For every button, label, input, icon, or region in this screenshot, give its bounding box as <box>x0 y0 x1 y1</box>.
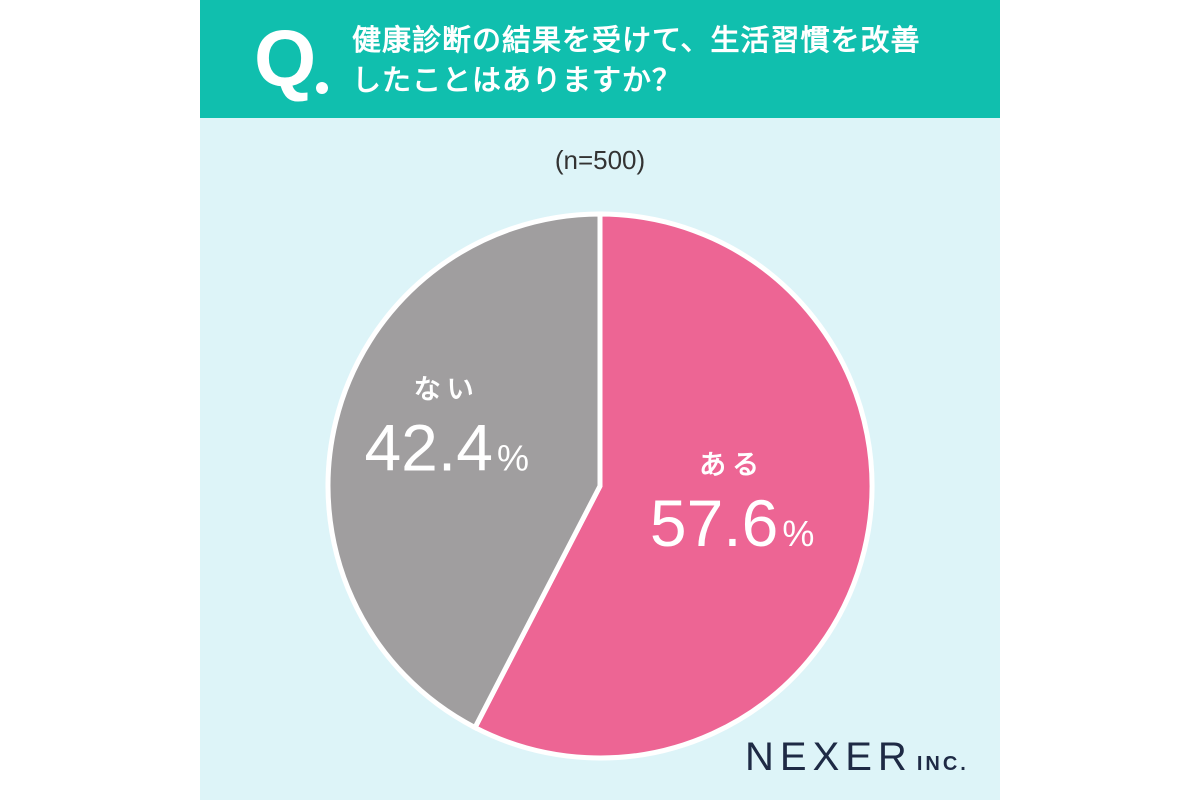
slice-value-1: 57.6% <box>650 486 814 560</box>
logo-sub-text: INC. <box>916 753 969 775</box>
sample-size: (n=500) <box>554 145 646 175</box>
company-logo: NEXER INC. <box>745 735 969 780</box>
question-line-1: 健康診断の結果を受けて、生活習慣を改善 <box>352 23 921 57</box>
pie-chart: ある 57.6 % ない 42.4% <box>325 211 875 761</box>
pie-slice-2 <box>325 211 603 731</box>
q-dot-icon <box>316 82 328 94</box>
question-text: 健康診断の結果を受けて、生活習慣を改善 したことはありますか？ <box>352 20 972 100</box>
slice-label-1: ある <box>699 450 765 481</box>
q-mark: Q <box>254 14 317 103</box>
infographic-card: Q 健康診断の結果を受けて、生活習慣を改善 したことはありますか？ (n=500… <box>200 0 1000 800</box>
pie-slice-1 <box>471 211 875 761</box>
question-header: Q 健康診断の結果を受けて、生活習慣を改善 したことはありますか？ <box>200 0 1000 118</box>
slice-label-2: ない <box>414 375 480 406</box>
slice-value-2: 42.4% <box>364 411 528 485</box>
logo-main-text: NEXER <box>745 735 913 779</box>
question-line-2: したことはありますか？ <box>352 63 683 97</box>
